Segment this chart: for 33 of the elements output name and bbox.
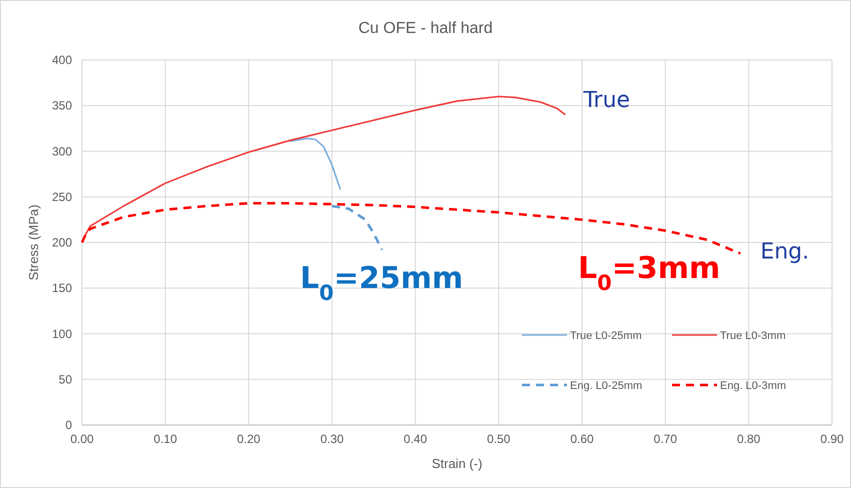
annotation: L$_{0}$=3mm bbox=[578, 251, 720, 295]
legend-label: True L0-25mm bbox=[570, 330, 642, 342]
annotation: True bbox=[582, 88, 630, 113]
annotation: Eng. bbox=[760, 239, 810, 264]
x-tick-label: 0.70 bbox=[654, 432, 678, 446]
annotation: L$_{0}$=25mm bbox=[300, 261, 464, 305]
y-tick-label: 150 bbox=[52, 281, 72, 296]
x-tick-label: 0.90 bbox=[820, 432, 844, 446]
x-tick-label: 0.60 bbox=[570, 432, 594, 446]
line-series bbox=[290, 138, 342, 190]
legend-label: Eng. L0-3mm bbox=[720, 380, 786, 392]
y-tick-label: 300 bbox=[52, 144, 72, 158]
x-tick-label: 0.10 bbox=[154, 432, 178, 446]
y-tick-label: 350 bbox=[52, 98, 72, 113]
legend-label: True L0-3mm bbox=[720, 330, 786, 342]
x-axis-title: Strain (-) bbox=[432, 456, 482, 471]
legend-label: Eng. L0-25mm bbox=[570, 380, 642, 392]
x-tick-label: 0.00 bbox=[70, 432, 94, 446]
chart-title: Cu OFE - half hard bbox=[358, 20, 493, 37]
x-tick-label: 0.80 bbox=[736, 432, 761, 446]
y-tick-label: 400 bbox=[52, 53, 72, 67]
y-tick-label: 50 bbox=[58, 372, 72, 386]
x-tick-label: 0.40 bbox=[404, 432, 428, 446]
x-tick-label: 0.50 bbox=[486, 432, 511, 446]
y-tick-label: 0 bbox=[65, 418, 72, 432]
y-tick-label: 250 bbox=[52, 190, 72, 204]
y-axis-title: Stress (MPa) bbox=[26, 204, 41, 280]
y-tick-label: 200 bbox=[52, 236, 72, 250]
x-tick-label: 0.20 bbox=[236, 432, 261, 446]
line-series bbox=[80, 202, 742, 255]
y-tick-label: 100 bbox=[52, 326, 72, 341]
line-series bbox=[330, 204, 384, 252]
x-tick-label: 0.30 bbox=[320, 432, 344, 446]
